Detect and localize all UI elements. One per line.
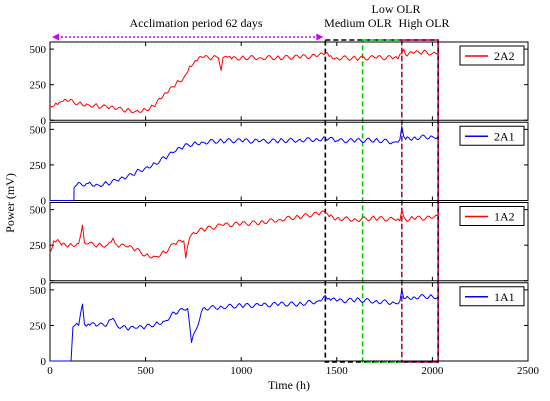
panel-3: 0 250 500 1A2 xyxy=(30,202,529,288)
y-tick-label: 500 xyxy=(30,124,47,136)
y-tick-label: 250 xyxy=(30,240,47,252)
y-tick-label: 0 xyxy=(41,276,47,288)
panel-frame xyxy=(49,202,529,282)
acclimation-label: Acclimation period 62 days xyxy=(130,16,263,30)
panel-1: 0 250 500 2A2 xyxy=(30,41,529,127)
y-tick-label: 0 xyxy=(41,115,47,127)
y-tick-label: 500 xyxy=(30,285,47,297)
y-tick-label: 250 xyxy=(30,320,47,332)
legend-box xyxy=(459,125,525,146)
panel-frame xyxy=(49,41,529,121)
x-tick-label: 500 xyxy=(137,365,154,377)
legend-label-2A2: 2A2 xyxy=(494,49,515,63)
legend-label-1A1: 1A1 xyxy=(494,290,515,304)
y-tick-label: 500 xyxy=(30,205,47,217)
x-tick-label: 2000 xyxy=(421,365,444,377)
acclimation-arrow-right-head xyxy=(316,33,324,41)
high-olr-label: High OLR xyxy=(399,16,450,30)
x-axis-label: Time (h) xyxy=(268,378,310,392)
panel-frame xyxy=(49,282,529,362)
legend-label-2A1: 2A1 xyxy=(494,129,515,143)
series-line-2A2 xyxy=(49,48,439,114)
panel-frame xyxy=(49,121,529,201)
acclimation-arrow-left-head xyxy=(52,33,59,41)
series-line-1A1 xyxy=(50,289,439,362)
y-tick-label: 500 xyxy=(30,44,47,56)
x-tick-label: 2500 xyxy=(517,365,540,377)
legend-box xyxy=(459,206,525,226)
panel-4: 0 250 500 1A1 xyxy=(30,282,529,368)
y-tick-label: 250 xyxy=(30,80,47,92)
series-line-1A2 xyxy=(49,209,439,259)
panel-2: 0 250 500 2A1 xyxy=(30,121,529,208)
y-tick-label: 250 xyxy=(30,160,47,172)
legend-box xyxy=(459,45,525,66)
low-olr-label: Low OLR xyxy=(372,2,421,16)
legend-box xyxy=(459,286,525,307)
y-tick-label: 0 xyxy=(41,196,47,208)
y-axis-label: Power (mV) xyxy=(3,173,17,233)
x-tick-label: 1000 xyxy=(230,365,253,377)
x-tick-label: 1500 xyxy=(326,365,349,377)
medium-olr-label: Medium OLR xyxy=(324,16,392,30)
y-tick-label: 0 xyxy=(41,356,47,368)
series-line-2A1 xyxy=(50,126,439,201)
legend-label-1A2: 1A2 xyxy=(494,210,515,224)
x-tick-label: 0 xyxy=(47,365,53,377)
